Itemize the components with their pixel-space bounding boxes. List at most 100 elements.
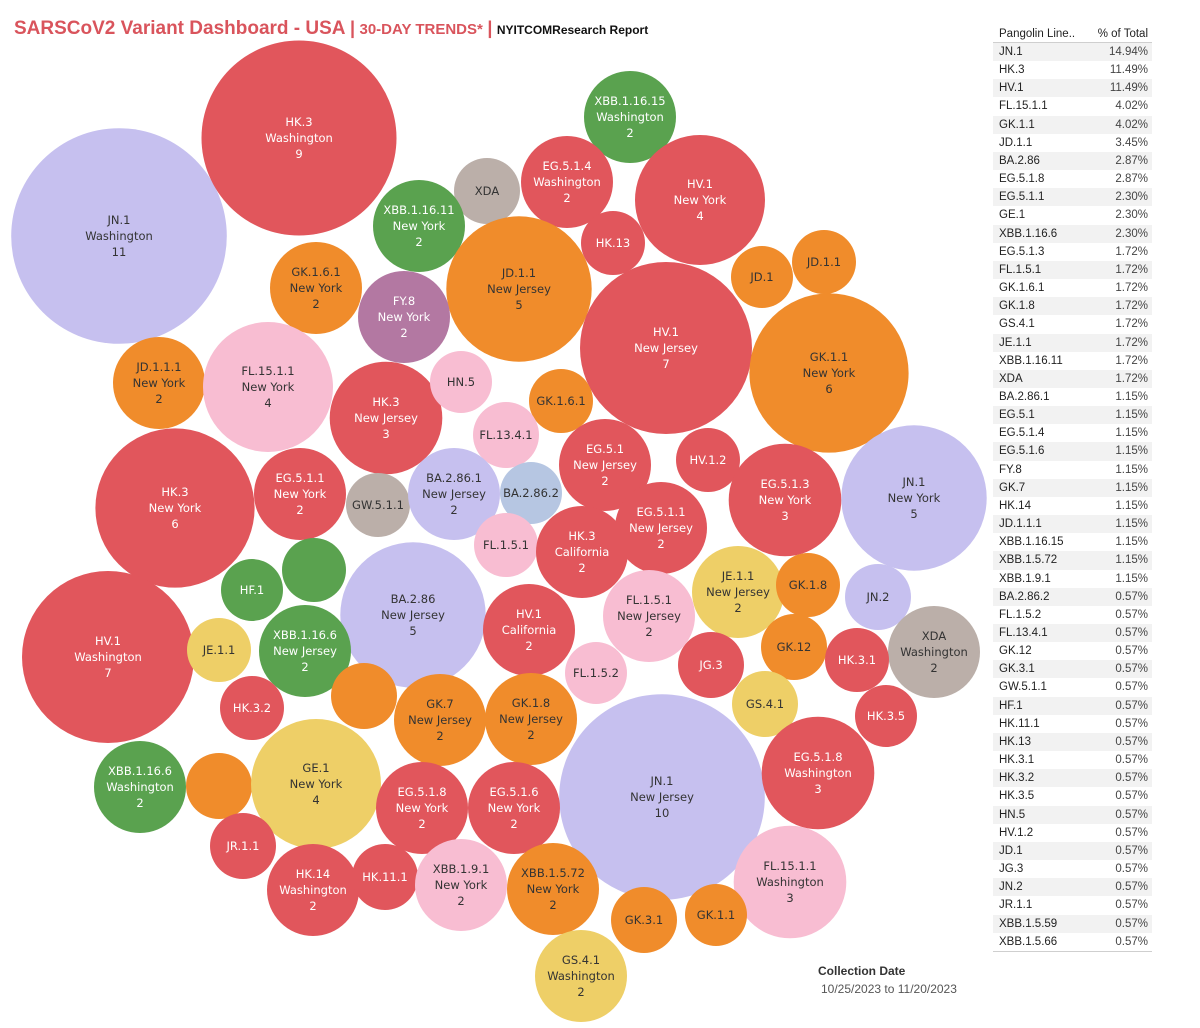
bubble[interactable]: JN.2 [845, 564, 911, 630]
bubble[interactable]: XBB.1.5.72 New York 2 [507, 843, 599, 935]
bubble-circle[interactable] [792, 230, 856, 294]
bubble-circle[interactable] [776, 553, 840, 617]
legend-row[interactable]: BA.2.86.2 0.57% [993, 587, 1152, 606]
bubble[interactable]: EG.5.1.6 New York 2 [468, 762, 560, 854]
bubble[interactable]: EG.5.1.4 Washington 2 [521, 136, 613, 228]
bubble-circle[interactable] [692, 546, 784, 638]
bubble-circle[interactable] [685, 884, 747, 946]
bubble[interactable]: GK.1.8 [776, 553, 840, 617]
bubble-circle[interactable] [11, 128, 227, 344]
bubble[interactable] [282, 538, 346, 602]
bubble[interactable]: GK.1.1 New York 6 [749, 293, 909, 453]
legend-row[interactable]: FL.15.1.1 4.02% [993, 97, 1152, 115]
bubble-circle[interactable] [186, 753, 252, 819]
bubble-circle[interactable] [581, 211, 645, 275]
bubble-circle[interactable] [94, 741, 186, 833]
bubble-circle[interactable] [584, 71, 676, 163]
bubble-circle[interactable] [761, 614, 827, 680]
bubble[interactable]: JE.1.1 New Jersey 2 [692, 546, 784, 638]
bubble[interactable]: FL.15.1.1 New York 4 [203, 322, 333, 452]
bubble[interactable]: HN.5 [430, 351, 492, 413]
bubble-circle[interactable] [282, 538, 346, 602]
bubble-circle[interactable] [430, 351, 492, 413]
bubble[interactable]: GW.5.1.1 [346, 473, 410, 537]
bubble[interactable]: JD.1.1 [792, 230, 856, 294]
bubble[interactable]: FL.13.4.1 [473, 402, 539, 468]
bubble-circle[interactable] [565, 642, 627, 704]
bubble-circle[interactable] [210, 813, 276, 879]
legend-row[interactable]: EG.5.1.6 1.15% [993, 442, 1152, 461]
legend-row[interactable]: XBB.1.16.15 1.15% [993, 533, 1152, 551]
legend-row[interactable]: GE.1 2.30% [993, 206, 1152, 224]
bubble[interactable]: HV.1.2 [676, 428, 740, 492]
bubble-circle[interactable] [845, 564, 911, 630]
legend-row[interactable]: GK.1.8 1.72% [993, 297, 1152, 316]
bubble[interactable]: HK.3 New York 6 [95, 428, 255, 588]
bubble[interactable]: BA.2.86 New Jersey 5 [340, 542, 486, 688]
bubble[interactable]: GK.1.6.1 New York 2 [270, 242, 362, 334]
legend-row[interactable]: XDA 1.72% [993, 369, 1152, 388]
bubble[interactable]: XBB.1.9.1 New York 2 [415, 839, 507, 931]
bubble-circle[interactable] [373, 180, 465, 272]
bubble[interactable]: HK.14 Washington 2 [267, 844, 359, 936]
bubble[interactable]: HK.3 California 2 [536, 506, 628, 598]
bubble[interactable]: GK.1.8 New Jersey 2 [485, 673, 577, 765]
legend-row[interactable]: EG.5.1 1.15% [993, 406, 1152, 425]
legend-row[interactable]: HK.3.1 0.57% [993, 751, 1152, 769]
bubble[interactable]: HK.3.2 [220, 676, 284, 740]
bubble[interactable]: HK.3 Washington 9 [201, 40, 397, 236]
legend-row[interactable]: JD.1.1 3.45% [993, 134, 1152, 152]
bubble[interactable]: JE.1.1 [187, 618, 251, 682]
bubble-circle[interactable] [468, 762, 560, 854]
legend-row[interactable]: GK.1.1 4.02% [993, 115, 1152, 134]
legend-row[interactable]: HV.1.2 0.57% [993, 824, 1152, 842]
legend-row[interactable]: HK.14 1.15% [993, 497, 1152, 515]
legend-row[interactable]: XBB.1.16.6 2.30% [993, 224, 1152, 243]
bubble-circle[interactable] [855, 685, 917, 747]
bubble-circle[interactable] [358, 271, 450, 363]
legend-row[interactable]: EG.5.1.4 1.15% [993, 424, 1152, 442]
legend-row[interactable]: HK.13 0.57% [993, 732, 1152, 752]
bubble[interactable]: XDA Washington 2 [888, 606, 980, 698]
bubble-circle[interactable] [346, 473, 410, 537]
bubble[interactable]: GS.4.1 [732, 671, 798, 737]
legend-row[interactable]: XBB.1.5.72 1.15% [993, 551, 1152, 570]
bubble[interactable]: GK.7 New Jersey 2 [394, 674, 486, 766]
legend-row[interactable]: XBB.1.9.1 1.15% [993, 570, 1152, 588]
legend-row[interactable]: JD.1 0.57% [993, 841, 1152, 861]
legend-row[interactable]: EG.5.1.3 1.72% [993, 243, 1152, 261]
bubble[interactable]: EG.5.1.3 New York 3 [728, 443, 842, 557]
legend-row[interactable]: JN.2 0.57% [993, 878, 1152, 897]
bubble-circle[interactable] [203, 322, 333, 452]
bubble-circle[interactable] [678, 632, 744, 698]
bubble-circle[interactable] [352, 844, 418, 910]
bubble-circle[interactable] [221, 559, 283, 621]
legend-row[interactable]: FY.8 1.15% [993, 461, 1152, 479]
bubble-circle[interactable] [331, 663, 397, 729]
bubble-circle[interactable] [473, 402, 539, 468]
legend-row[interactable]: HK.3 11.49% [993, 61, 1152, 79]
legend-row[interactable]: GK.3.1 0.57% [993, 660, 1152, 679]
bubble-circle[interactable] [376, 762, 468, 854]
bubble[interactable] [186, 753, 252, 819]
bubble-circle[interactable] [340, 542, 486, 688]
bubble-circle[interactable] [113, 337, 205, 429]
bubble-circle[interactable] [728, 443, 842, 557]
legend-row[interactable]: HV.1 11.49% [993, 79, 1152, 98]
bubble[interactable]: GS.4.1 Washington 2 [535, 930, 627, 1022]
bubble-circle[interactable] [220, 676, 284, 740]
bubble-circle[interactable] [270, 242, 362, 334]
bubble-circle[interactable] [731, 246, 793, 308]
bubble-circle[interactable] [95, 428, 255, 588]
bubble[interactable]: GK.12 [761, 614, 827, 680]
bubble[interactable]: GE.1 New York 4 [251, 719, 381, 849]
bubble[interactable]: HK.3 New Jersey 3 [329, 361, 443, 475]
bubble-circle[interactable] [415, 839, 507, 931]
bubble-circle[interactable] [201, 40, 397, 236]
bubble-circle[interactable] [454, 158, 520, 224]
bubble[interactable]: JD.1.1 New Jersey 5 [446, 216, 592, 362]
bubble[interactable]: JN.1 New York 5 [841, 425, 987, 571]
bubble-circle[interactable] [329, 361, 443, 475]
bubble[interactable]: FY.8 New York 2 [358, 271, 450, 363]
legend-row[interactable]: FL.13.4.1 0.57% [993, 624, 1152, 643]
